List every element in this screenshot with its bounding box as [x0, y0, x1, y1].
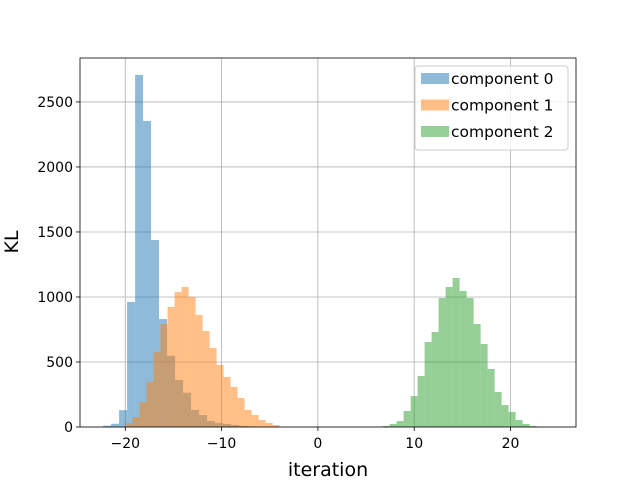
histogram-bar-component-1 — [258, 419, 266, 427]
x-axis-label: iteration — [288, 459, 368, 480]
x-tick-label: −10 — [207, 436, 237, 452]
histogram-bar-component-1 — [195, 314, 203, 427]
histogram-bar-component-2 — [473, 324, 481, 427]
histogram-bar-component-0 — [103, 425, 112, 427]
histogram-bar-component-2 — [529, 425, 537, 427]
x-tick-label: 20 — [502, 436, 520, 452]
histogram-bar-component-1 — [167, 306, 175, 427]
histogram-bar-component-2 — [480, 344, 488, 427]
histogram-bar-component-1 — [265, 422, 273, 427]
histogram-bar-component-1 — [216, 364, 224, 427]
y-tick-label: 1500 — [37, 225, 73, 241]
y-tick-label: 0 — [64, 420, 73, 436]
histogram-bar-component-1 — [188, 296, 196, 427]
histogram-bar-component-2 — [466, 298, 474, 427]
legend-swatch — [421, 126, 449, 137]
y-axis-label: KL — [1, 230, 23, 253]
histogram-bar-component-1 — [244, 409, 252, 427]
y-tick-label: 2000 — [37, 160, 73, 176]
x-axis-ticks: −20 −10 0 10 20 — [110, 427, 519, 452]
histogram-bar-component-0 — [143, 120, 152, 427]
legend-label: component 1 — [451, 97, 553, 115]
histogram-bar-component-1 — [181, 286, 189, 427]
histogram-bar-component-2 — [438, 298, 446, 427]
histogram-bar-component-1 — [230, 386, 238, 427]
histogram-bar-component-0 — [151, 240, 160, 427]
histogram-bar-component-2 — [445, 286, 453, 427]
histogram-bar-component-1 — [146, 381, 154, 427]
histogram-bar-component-2 — [424, 341, 432, 427]
x-tick-label: 0 — [313, 436, 322, 452]
legend-label: component 2 — [451, 123, 553, 141]
histogram-bar-component-2 — [501, 405, 509, 427]
histogram-bar-component-1 — [139, 402, 147, 427]
histogram-bar-component-1 — [202, 331, 210, 427]
histogram-bar-component-1 — [272, 425, 280, 427]
plot-frame — [79, 57, 577, 428]
histogram-bar-component-1 — [174, 292, 182, 427]
legend-swatch — [421, 99, 449, 111]
histogram-bar-component-0 — [119, 410, 128, 427]
histogram-bar-component-1 — [209, 347, 217, 427]
histogram-bar-component-1 — [132, 416, 140, 427]
histogram-bar-component-2 — [389, 424, 397, 427]
histogram-bar-component-2 — [396, 421, 404, 427]
histogram-bar-component-2 — [382, 425, 390, 427]
histogram-bar-component-2 — [487, 369, 495, 427]
histogram-bar-component-2 — [522, 424, 530, 427]
y-axis-ticks: 0 500 1000 1500 2000 2500 — [37, 95, 80, 436]
histogram-bar-component-2 — [452, 277, 460, 427]
y-tick-label: 500 — [46, 355, 73, 371]
histogram-bar-component-2 — [417, 376, 425, 427]
x-tick-label: 10 — [405, 436, 423, 452]
histogram-bar-component-1 — [125, 423, 133, 427]
histogram-bar-component-1 — [251, 415, 259, 427]
x-tick-label: −20 — [110, 436, 140, 452]
y-tick-label: 1000 — [37, 290, 73, 306]
histogram-bar-component-2 — [494, 392, 502, 427]
legend: component 0 component 1 component 2 — [414, 65, 569, 151]
histogram-bar-component-1 — [237, 398, 245, 427]
histogram-bar-component-0 — [111, 423, 120, 427]
histogram-bar-component-0 — [127, 301, 136, 427]
histogram-bar-component-1 — [153, 351, 161, 427]
histogram-bar-component-2 — [515, 419, 523, 427]
histogram-bar-component-0 — [135, 74, 144, 428]
histogram-bar-component-2 — [508, 412, 516, 427]
bars — [103, 74, 537, 428]
y-tick-label: 2500 — [37, 95, 73, 111]
histogram-bar-component-1 — [223, 376, 231, 427]
legend-label: component 0 — [451, 70, 553, 88]
legend-swatch — [421, 73, 449, 84]
histogram-bar-component-2 — [410, 396, 418, 427]
legend-box — [414, 65, 569, 151]
histogram-bar-component-2 — [459, 290, 467, 427]
histogram-bar-component-1 — [160, 324, 168, 427]
histogram-bar-component-2 — [431, 331, 439, 427]
histogram-bar-component-2 — [403, 411, 411, 427]
